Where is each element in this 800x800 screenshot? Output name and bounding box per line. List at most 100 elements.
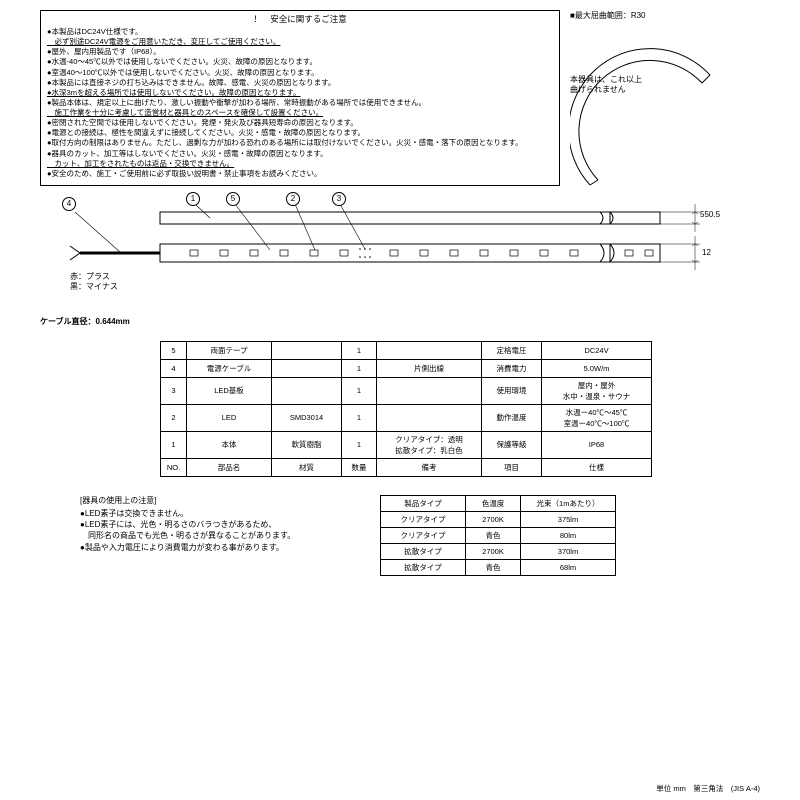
safety-item: ●屋外、屋内用製品です（IP68）。 [47,47,553,57]
safety-item: ●室温40〜100℃以外では使用しないでください。火災、故障の原因となります。 [47,68,553,78]
product-diagram: 4 1 5 2 3 550.5 12 赤：プラス黒：マイナス [40,194,760,304]
note-item: ●LED素子は交換できません。 [80,508,340,519]
note-item: 同形名の商品でも光色・明るさが異なることがあります。 [80,530,340,541]
table-cell: DC24V [542,341,652,359]
table-row: 拡散タイプ2700K370lm [381,543,616,559]
table-cell: クリアタイプ [381,527,466,543]
dim-height: 12 [702,248,711,257]
table-cell: 拡散タイプ [381,543,466,559]
safety-notice-box: ！ 安全に関するご注意 ●本製品はDC24V仕様です。 必ず別途DC24V電源を… [40,10,560,186]
table-cell: 軟質樹脂 [272,431,342,458]
table-cell [377,377,482,404]
table-row: 3LED基板 1 使用環境屋内・屋外 水中・温泉・サウナ [161,377,652,404]
safety-item: ●水深3mを超える場所では使用しないでください。故障の原因となります。 [47,88,553,98]
table-cell: 使用環境 [482,377,542,404]
table-cell [272,377,342,404]
table-cell: 375lm [521,511,616,527]
table-cell: LED [187,404,272,431]
table-cell [377,341,482,359]
safety-item: ●製品本体は、規定以上に曲げたり、激しい振動や衝撃が加わる場所、常時振動がある場… [47,98,553,108]
table-cell [272,341,342,359]
table-cell: 青色 [466,527,521,543]
table-cell: SMD3014 [272,404,342,431]
table-cell: 本体 [187,431,272,458]
callout-1: 1 [186,192,200,206]
table-cell: 消費電力 [482,359,542,377]
table-cell: 材質 [272,458,342,476]
table-row: 4電源ケーブル1片側出線消費電力5.0W/m [161,359,652,377]
bend-label: 本器具は、これ以上 曲げられません [570,75,642,96]
table-row: 2LEDSMD30141動作温度水温ー40℃〜45℃ 室温ー40℃〜100℃ [161,404,652,431]
footer-note: 単位 mm 第三角法 (JIS A-4) [656,783,760,794]
table-cell: 数量 [342,458,377,476]
safety-item: 必ず別途DC24V電源をご用意いただき、変圧してご使用ください。 [47,37,553,47]
table-cell: 68lm [521,559,616,575]
table-cell: 1 [342,431,377,458]
table-cell: 2 [161,404,187,431]
table-cell [272,359,342,377]
table-cell: 2700K [466,543,521,559]
table-cell: 色温度 [466,495,521,511]
table-cell: 項目 [482,458,542,476]
safety-item: ●安全のため、施工・ご使用前に必ず取扱い説明書・禁止事項をお読みください。 [47,169,553,179]
note-item: ●製品や入力電圧により消費電力が変わる事があります。 [80,542,340,553]
table-cell: 5 [161,341,187,359]
table-cell: 部品名 [187,458,272,476]
table-cell: クリアタイプ [381,511,466,527]
safety-item: カット、加工をされたものは返品・交換できません。 [47,159,553,169]
bend-title: ■最大屈曲範囲：R30 [570,10,740,21]
safety-title: ！ 安全に関するご注意 [47,14,553,25]
table-cell: 光束（1mあたり） [521,495,616,511]
safety-item: 施工作業を十分に考慮して造営材と器具とのスペースを確保して設置ください。 [47,108,553,118]
table-cell: NO. [161,458,187,476]
table-cell: 2700K [466,511,521,527]
table-cell: 水温ー40℃〜45℃ 室温ー40℃〜100℃ [542,404,652,431]
safety-list: ●本製品はDC24V仕様です。 必ず別途DC24V電源をご用意いただき、変圧して… [47,27,553,179]
table-row: クリアタイプ2700K375lm [381,511,616,527]
safety-item: ●密閉された空間では使用しないでください。発煙・発火及び器具短寿命の原因となりま… [47,118,553,128]
callout-3: 3 [332,192,346,206]
table-cell: 片側出線 [377,359,482,377]
bend-arc-icon [570,25,730,195]
table-cell [377,404,482,431]
table-cell: LED基板 [187,377,272,404]
table-cell: 青色 [466,559,521,575]
usage-notes: [器具の使用上の注意] ●LED素子は交換できません。●LED素子には、光色・明… [40,495,340,576]
table-cell: 5.0W/m [542,359,652,377]
table-cell: 80lm [521,527,616,543]
polarity-legend: 赤：プラス黒：マイナス [70,272,118,293]
safety-item: ●電源との接続は、極性を間違えずに接続してください。火災・感電・故障の原因となり… [47,128,553,138]
cable-diameter: ケーブル直径：0.644mm [40,316,760,327]
table-row: 製品タイプ色温度光束（1mあたり） [381,495,616,511]
table-cell: 動作温度 [482,404,542,431]
table-row: 5両面テープ 1 定格電圧DC24V [161,341,652,359]
callout-5: 5 [226,192,240,206]
note-item: ●LED素子には、光色・明るさのバラつきがあるため、 [80,519,340,530]
safety-item: ●本製品には直接ネジの打ち込みはできません。故障、感電、火災の原因となります。 [47,78,553,88]
table-cell: 備考 [377,458,482,476]
table-cell: 保護等級 [482,431,542,458]
table-cell: 定格電圧 [482,341,542,359]
safety-item: ●器具のカット、加工等はしないでください。火災・感電・故障の原因となります。 [47,149,553,159]
safety-item: ●水温-40〜45℃以外では使用しないでください。火災、故障の原因となります。 [47,57,553,67]
table-row: 拡散タイプ青色68lm [381,559,616,575]
table-row: NO.部品名材質数量備考項目仕様 [161,458,652,476]
spec-table: 製品タイプ色温度光束（1mあたり）クリアタイプ2700K375lmクリアタイプ青… [380,495,616,576]
bend-radius-section: ■最大屈曲範囲：R30 本器具は、これ以上 曲げられません [570,10,740,186]
table-cell: クリアタイプ：透明 拡散タイプ：乳白色 [377,431,482,458]
table-cell: 屋内・屋外 水中・温泉・サウナ [542,377,652,404]
table-cell: IP68 [542,431,652,458]
table-cell: 拡散タイプ [381,559,466,575]
callout-4: 4 [62,197,76,211]
dim-width-top: 550.5 [700,210,720,219]
table-cell: 電源ケーブル [187,359,272,377]
table-cell: 両面テープ [187,341,272,359]
notes-title: [器具の使用上の注意] [80,495,340,506]
table-cell: 1 [342,377,377,404]
table-cell: 製品タイプ [381,495,466,511]
parts-table: 5両面テープ 1 定格電圧DC24V4電源ケーブル1片側出線消費電力5.0W/m3L… [160,341,652,477]
table-row: クリアタイプ青色80lm [381,527,616,543]
table-cell: 3 [161,377,187,404]
table-row: 1本体軟質樹脂1クリアタイプ：透明 拡散タイプ：乳白色保護等級IP68 [161,431,652,458]
table-cell: 1 [342,341,377,359]
